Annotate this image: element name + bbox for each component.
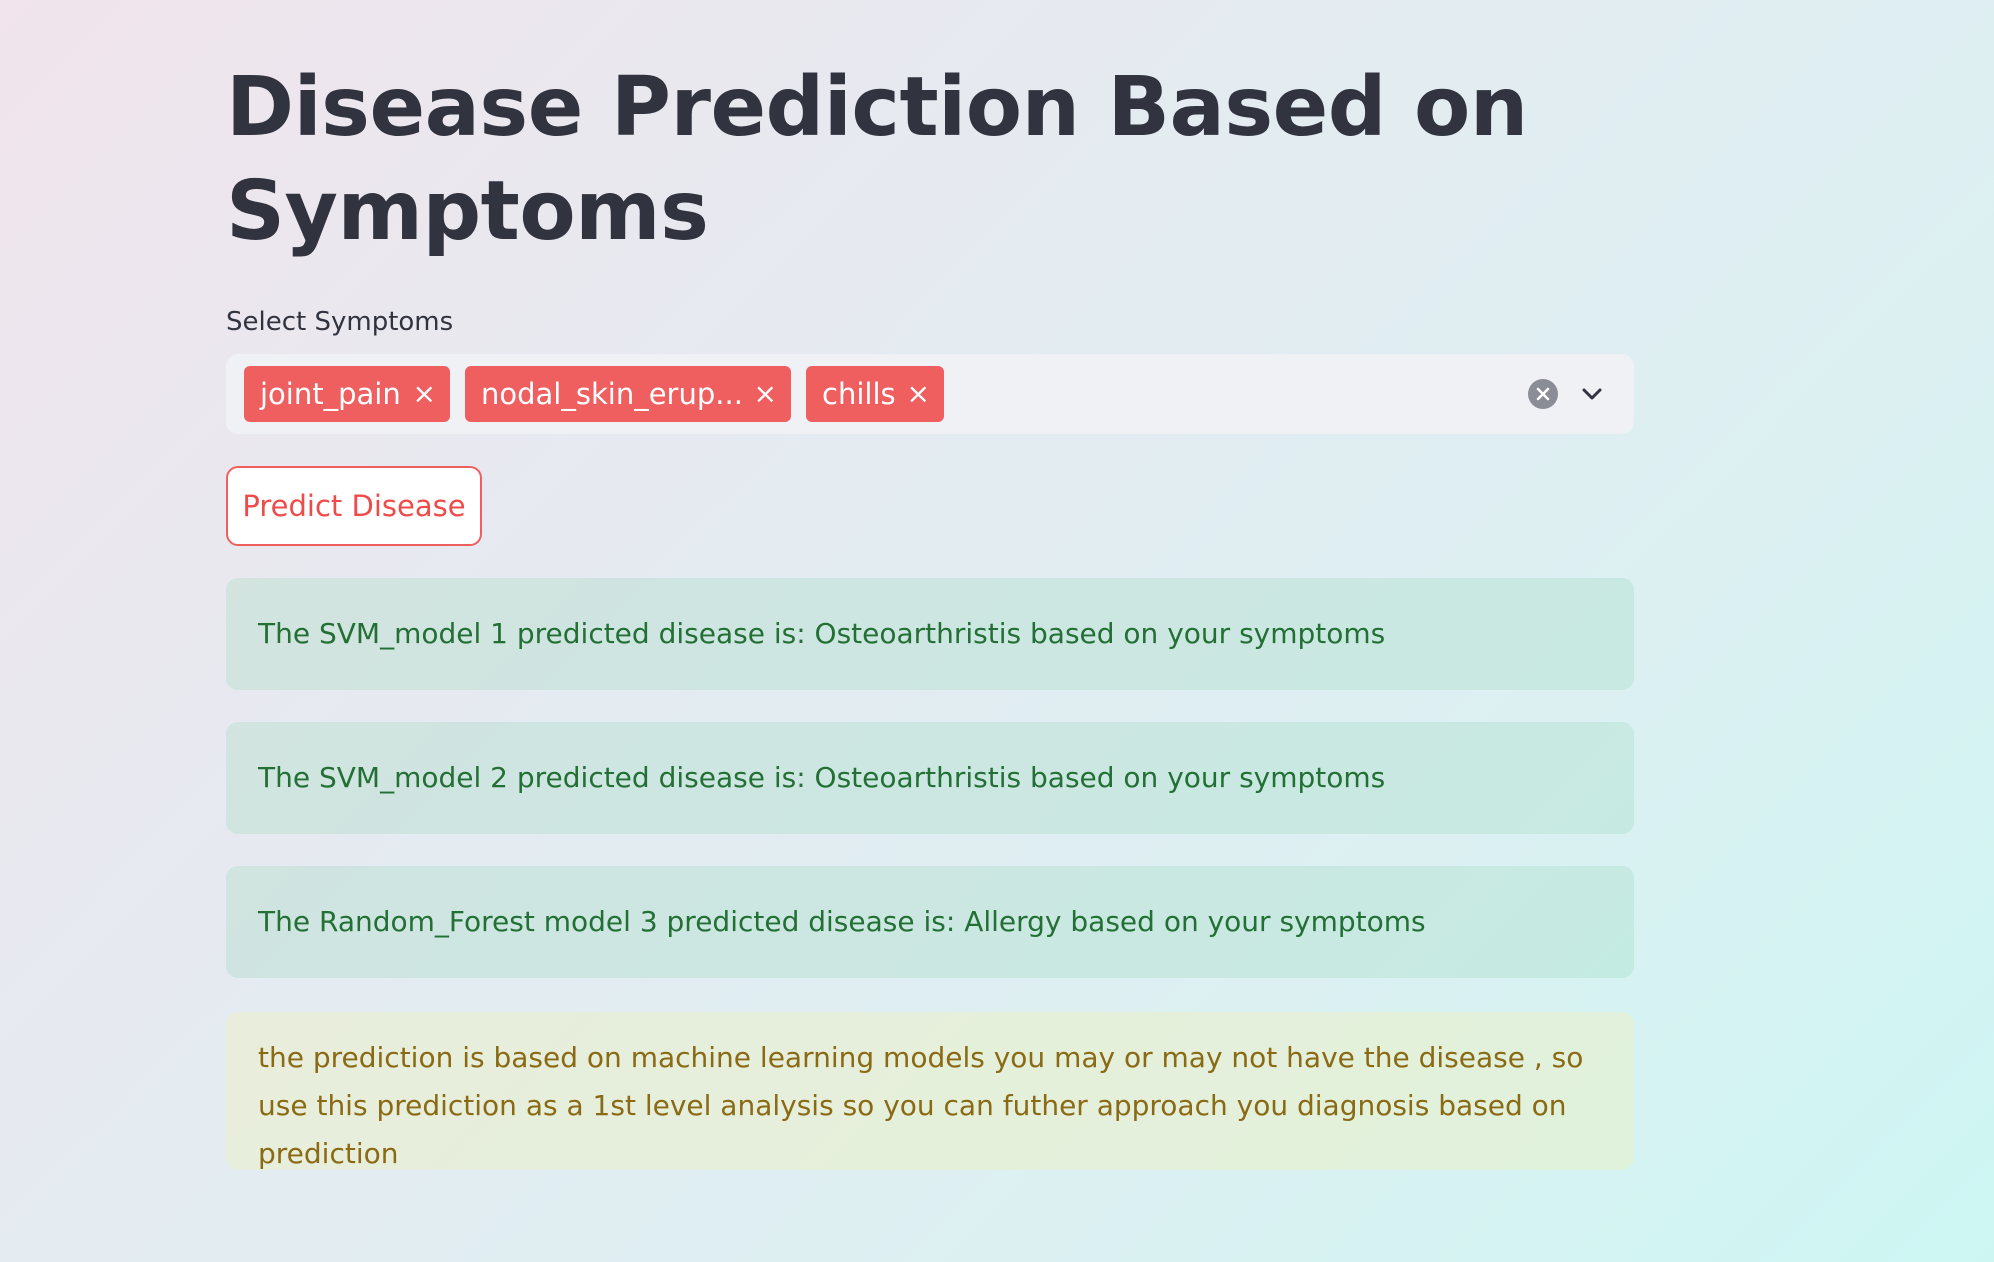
- symptom-chip: joint_pain ×: [244, 366, 450, 422]
- symptom-chip-label: chills: [822, 377, 896, 411]
- prediction-result-svm-2: The SVM_model 2 predicted disease is: Os…: [226, 722, 1634, 834]
- symptoms-label: Select Symptoms: [226, 307, 454, 337]
- page-title: Disease Prediction Based on Symptoms: [226, 60, 1528, 259]
- symptom-chip-label: nodal_skin_erup...: [481, 377, 743, 411]
- chip-remove-icon[interactable]: ×: [753, 377, 777, 410]
- disclaimer-warning: the prediction is based on machine learn…: [226, 1012, 1634, 1170]
- chevron-down-icon[interactable]: [1578, 380, 1606, 408]
- predict-disease-button[interactable]: Predict Disease: [226, 466, 482, 546]
- chip-remove-icon[interactable]: ×: [412, 377, 436, 410]
- chip-remove-icon[interactable]: ×: [906, 377, 930, 410]
- clear-all-icon[interactable]: [1528, 379, 1558, 409]
- symptom-chip-label: joint_pain: [260, 377, 401, 411]
- prediction-result-svm-1: The SVM_model 1 predicted disease is: Os…: [226, 578, 1634, 690]
- symptom-chip: nodal_skin_erup... ×: [465, 366, 791, 422]
- symptom-chip: chills ×: [806, 366, 944, 422]
- prediction-result-random-forest: The Random_Forest model 3 predicted dise…: [226, 866, 1634, 978]
- symptoms-multiselect[interactable]: joint_pain × nodal_skin_erup... × chills…: [226, 354, 1634, 434]
